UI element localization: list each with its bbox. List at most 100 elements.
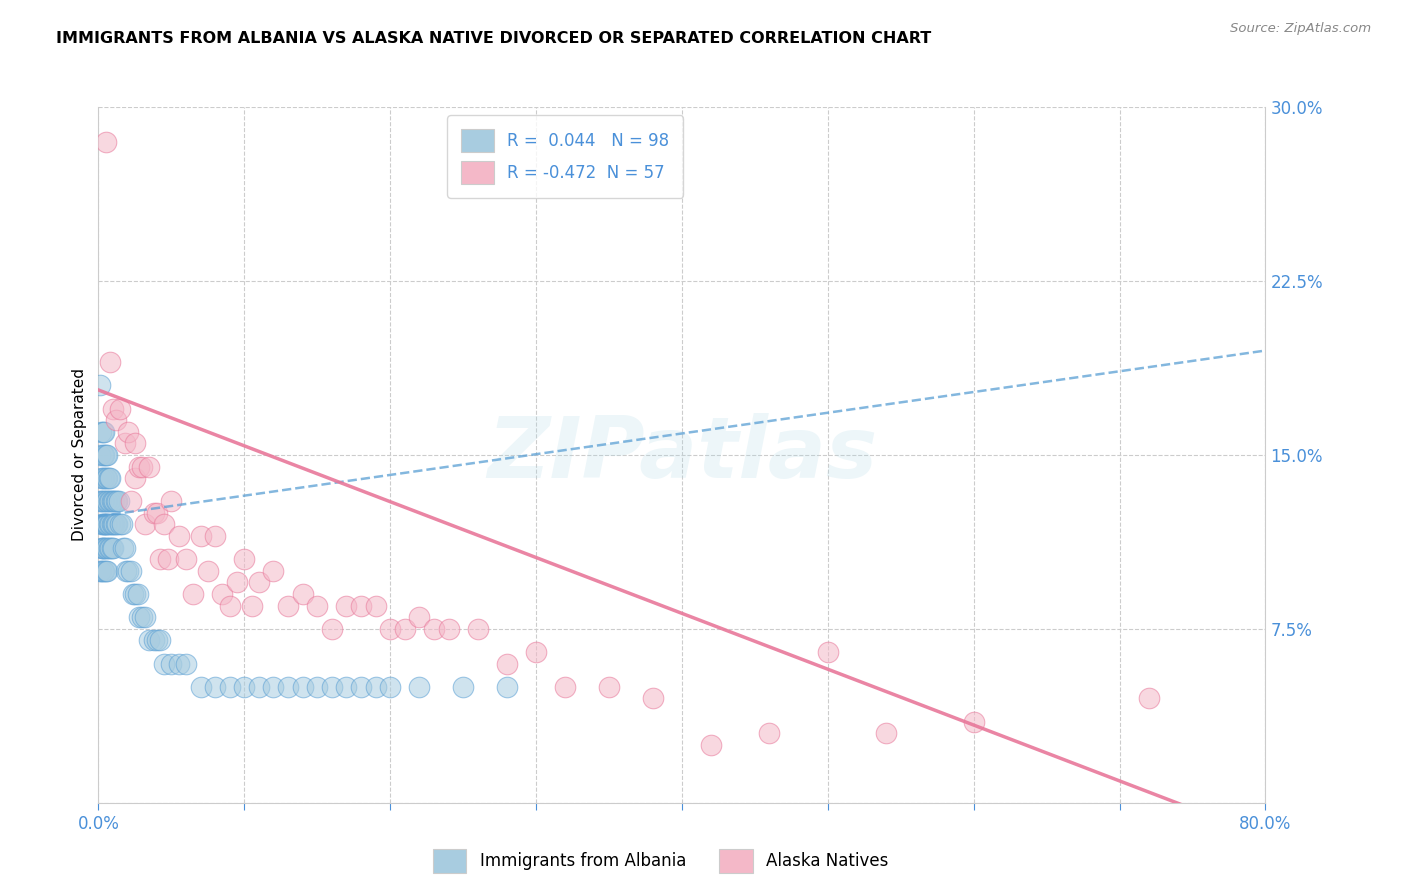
Point bbox=[233, 552, 256, 566]
Point bbox=[291, 680, 314, 694]
Point bbox=[364, 599, 387, 613]
Point bbox=[100, 517, 122, 532]
Point bbox=[96, 448, 118, 462]
Point bbox=[190, 529, 212, 543]
Point bbox=[101, 517, 124, 532]
Point bbox=[97, 517, 120, 532]
Point bbox=[117, 425, 139, 439]
Point bbox=[524, 645, 547, 659]
Point bbox=[120, 564, 142, 578]
Point bbox=[142, 633, 165, 648]
Point bbox=[90, 541, 112, 555]
Point bbox=[89, 378, 111, 392]
Point bbox=[96, 494, 118, 508]
Text: IMMIGRANTS FROM ALBANIA VS ALASKA NATIVE DIVORCED OR SEPARATED CORRELATION CHART: IMMIGRANTS FROM ALBANIA VS ALASKA NATIVE… bbox=[56, 31, 932, 46]
Point bbox=[378, 680, 402, 694]
Point bbox=[124, 587, 146, 601]
Point bbox=[91, 541, 114, 555]
Point bbox=[91, 425, 114, 439]
Point bbox=[277, 680, 299, 694]
Point bbox=[240, 599, 263, 613]
Point bbox=[149, 552, 172, 566]
Point bbox=[90, 517, 112, 532]
Point bbox=[700, 738, 723, 752]
Point bbox=[93, 541, 115, 555]
Point bbox=[598, 680, 620, 694]
Point bbox=[167, 529, 190, 543]
Point bbox=[90, 494, 112, 508]
Point bbox=[817, 645, 839, 659]
Point bbox=[100, 541, 122, 555]
Point bbox=[98, 471, 121, 485]
Point bbox=[138, 459, 160, 474]
Point bbox=[204, 529, 226, 543]
Point bbox=[122, 587, 145, 601]
Point bbox=[321, 680, 343, 694]
Point bbox=[94, 517, 117, 532]
Point bbox=[93, 471, 115, 485]
Point bbox=[127, 587, 149, 601]
Point bbox=[1137, 691, 1160, 706]
Point bbox=[554, 680, 576, 694]
Point bbox=[174, 552, 197, 566]
Point bbox=[89, 448, 111, 462]
Point bbox=[89, 494, 111, 508]
Point bbox=[262, 680, 284, 694]
Point bbox=[350, 680, 373, 694]
Point bbox=[97, 471, 120, 485]
Point bbox=[110, 517, 132, 532]
Point bbox=[108, 494, 131, 508]
Point bbox=[128, 459, 150, 474]
Point bbox=[114, 436, 136, 450]
Y-axis label: Divorced or Separated: Divorced or Separated bbox=[72, 368, 87, 541]
Point bbox=[93, 517, 115, 532]
Point bbox=[226, 575, 249, 590]
Point bbox=[98, 517, 121, 532]
Point bbox=[104, 413, 127, 427]
Point bbox=[89, 564, 111, 578]
Point bbox=[91, 471, 114, 485]
Legend: R =  0.044   N = 98, R = -0.472  N = 57: R = 0.044 N = 98, R = -0.472 N = 57 bbox=[447, 115, 683, 197]
Point bbox=[875, 726, 897, 740]
Point bbox=[641, 691, 664, 706]
Point bbox=[962, 714, 984, 729]
Point bbox=[758, 726, 780, 740]
Point bbox=[451, 680, 474, 694]
Point bbox=[335, 680, 357, 694]
Point bbox=[105, 494, 128, 508]
Point bbox=[160, 494, 183, 508]
Point bbox=[467, 622, 489, 636]
Point bbox=[131, 610, 153, 624]
Point bbox=[247, 680, 270, 694]
Point bbox=[307, 680, 329, 694]
Point bbox=[131, 459, 153, 474]
Point bbox=[93, 425, 115, 439]
Point bbox=[94, 517, 117, 532]
Point bbox=[93, 494, 115, 508]
Point bbox=[112, 541, 135, 555]
Point bbox=[378, 622, 402, 636]
Point bbox=[149, 633, 172, 648]
Point bbox=[105, 517, 128, 532]
Text: ZIPatlas: ZIPatlas bbox=[486, 413, 877, 497]
Point bbox=[100, 494, 122, 508]
Point bbox=[495, 680, 517, 694]
Point bbox=[94, 135, 117, 149]
Point bbox=[146, 506, 169, 520]
Point bbox=[104, 494, 127, 508]
Point bbox=[364, 680, 387, 694]
Point bbox=[91, 448, 114, 462]
Point bbox=[94, 448, 117, 462]
Point bbox=[101, 401, 124, 416]
Point bbox=[117, 564, 139, 578]
Point bbox=[98, 541, 121, 555]
Point bbox=[103, 517, 125, 532]
Point bbox=[394, 622, 416, 636]
Point bbox=[94, 494, 117, 508]
Point bbox=[247, 575, 270, 590]
Point bbox=[94, 471, 117, 485]
Point bbox=[96, 564, 118, 578]
Point bbox=[134, 610, 156, 624]
Point bbox=[96, 517, 118, 532]
Point bbox=[91, 541, 114, 555]
